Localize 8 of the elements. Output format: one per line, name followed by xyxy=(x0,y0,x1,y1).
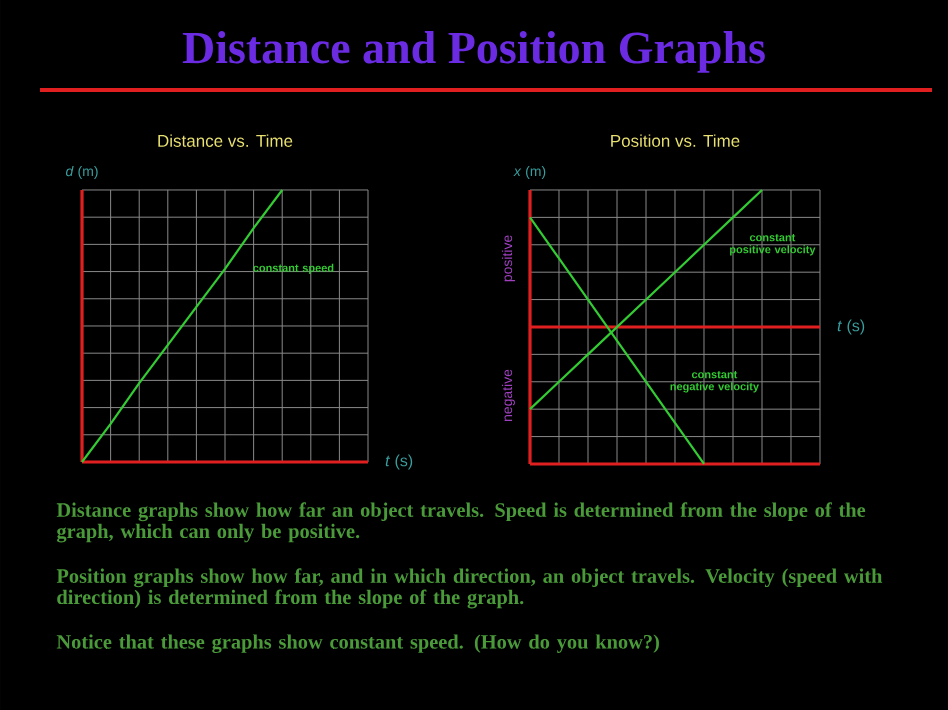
text: Notice that these graphs show constant speed. (How do you know?) xyxy=(56,634,659,654)
x-axis-title: t (s) xyxy=(385,454,413,470)
text: Position graphs show how far, and in which direction, an object travels. Velocity (speed with direction) is determined from the slope of the graph. xyxy=(56,568,883,609)
x-axis-title: t (s) xyxy=(837,319,865,335)
chart-title: Position vs. Time xyxy=(611,134,740,147)
text: Distance graphs show how far an object travels. Speed is determined from the slope of the graph, which can only be positive. xyxy=(56,502,866,543)
text: Distance and Position Graphs xyxy=(182,31,765,73)
chart-title: Distance vs. Time xyxy=(158,134,293,147)
